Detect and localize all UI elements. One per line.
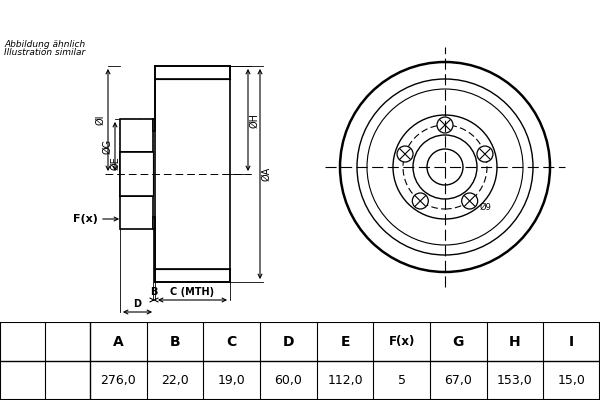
- Circle shape: [397, 146, 413, 162]
- Text: 15,0: 15,0: [558, 374, 586, 387]
- Polygon shape: [120, 152, 153, 196]
- Text: 5: 5: [398, 374, 406, 387]
- Text: B: B: [151, 287, 158, 297]
- Text: 60,0: 60,0: [274, 374, 302, 387]
- Text: 522162: 522162: [436, 7, 524, 27]
- Circle shape: [412, 193, 428, 209]
- Text: 276,0: 276,0: [100, 374, 136, 387]
- Text: I: I: [569, 334, 574, 348]
- Text: 67,0: 67,0: [445, 374, 472, 387]
- Polygon shape: [155, 66, 230, 79]
- Polygon shape: [155, 269, 230, 282]
- Polygon shape: [120, 152, 153, 196]
- Circle shape: [461, 193, 478, 209]
- Text: ØA: ØA: [261, 167, 271, 181]
- Text: C (MTH): C (MTH): [170, 287, 215, 297]
- Circle shape: [477, 146, 493, 162]
- Text: 153,0: 153,0: [497, 374, 533, 387]
- Circle shape: [427, 149, 463, 185]
- Text: 22,0: 22,0: [161, 374, 189, 387]
- Text: ØG: ØG: [102, 139, 112, 154]
- Text: 24.0322-0162.1: 24.0322-0162.1: [218, 7, 402, 27]
- Text: Abbildung ähnlich: Abbildung ähnlich: [4, 40, 85, 49]
- Text: F(x): F(x): [388, 335, 415, 348]
- Text: H: H: [509, 334, 521, 348]
- Polygon shape: [120, 196, 153, 229]
- Text: ØI: ØI: [95, 115, 105, 125]
- Polygon shape: [153, 217, 155, 229]
- Polygon shape: [120, 119, 153, 152]
- Text: Illustration similar: Illustration similar: [4, 48, 85, 57]
- Text: E: E: [340, 334, 350, 348]
- Polygon shape: [153, 119, 155, 131]
- Text: D: D: [283, 334, 294, 348]
- Text: ØE: ØE: [110, 156, 120, 170]
- Text: D: D: [133, 299, 142, 309]
- Text: ØH: ØH: [249, 112, 259, 128]
- Text: 112,0: 112,0: [327, 374, 363, 387]
- Text: G: G: [452, 334, 464, 348]
- Text: B: B: [170, 334, 181, 348]
- Text: 19,0: 19,0: [218, 374, 245, 387]
- Polygon shape: [155, 79, 230, 269]
- Text: C: C: [227, 334, 237, 348]
- Text: F(x): F(x): [73, 214, 98, 224]
- Circle shape: [437, 117, 453, 133]
- Text: A: A: [113, 334, 124, 348]
- Text: Ø9: Ø9: [479, 203, 491, 212]
